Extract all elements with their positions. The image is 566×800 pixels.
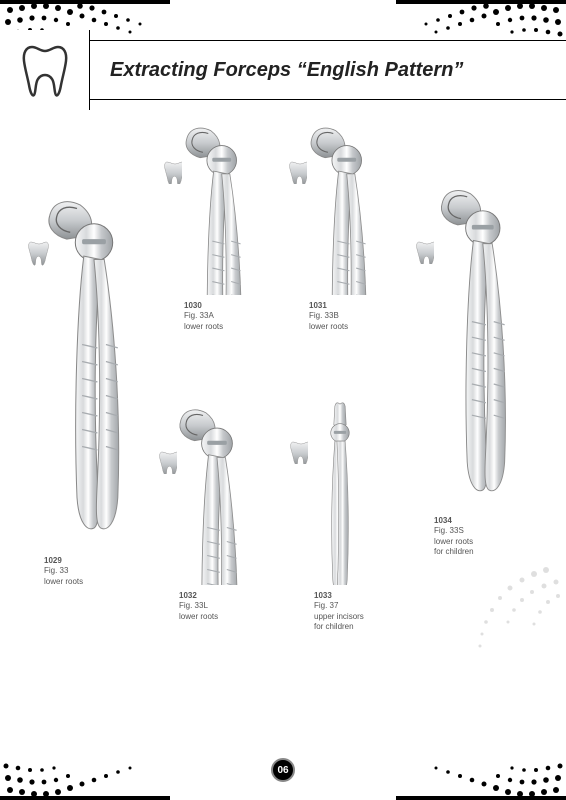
tooth-thumbnail-icon — [290, 440, 308, 464]
product-code: 1030 — [184, 301, 223, 311]
product-code: 1033 — [314, 591, 364, 601]
product-item: 1029 Fig. 33 lower roots — [30, 190, 140, 587]
product-label: 1034 Fig. 33S lower roots for children — [420, 516, 474, 558]
product-label: 1029 Fig. 33 lower roots — [30, 556, 83, 587]
corner-pattern — [396, 730, 566, 800]
product-code: 1029 — [44, 556, 83, 566]
product-fig: Fig. 33B — [309, 311, 348, 321]
forceps-image — [43, 190, 128, 550]
tooth-thumbnail-icon — [28, 240, 50, 268]
product-fig: Fig. 33 — [44, 566, 83, 576]
product-item: 1030 Fig. 33A lower roots — [170, 120, 260, 332]
product-code: 1032 — [179, 591, 218, 601]
catalog-page: Extracting Forceps “English Pattern” — [0, 0, 566, 800]
product-item: 1034 Fig. 33S lower roots for children — [420, 180, 530, 558]
tooth-icon — [0, 30, 90, 110]
tooth-thumbnail-icon — [416, 240, 434, 264]
forceps-image — [306, 120, 374, 295]
product-item: 1032 Fig. 33L lower roots — [165, 400, 255, 622]
product-label: 1032 Fig. 33L lower roots — [165, 591, 218, 622]
page-number: 06 — [271, 758, 295, 782]
tooth-thumbnail-icon — [159, 450, 177, 474]
product-label: 1030 Fig. 33A lower roots — [170, 301, 223, 332]
tooth-thumbnail-icon — [164, 160, 182, 184]
product-desc: lower roots — [44, 577, 83, 587]
product-item: 1031 Fig. 33B lower roots — [295, 120, 385, 332]
product-desc: lower roots — [309, 322, 348, 332]
product-code: 1034 — [434, 516, 474, 526]
product-label: 1031 Fig. 33B lower roots — [295, 301, 348, 332]
product-desc: lower roots — [179, 612, 218, 622]
product-label: 1033 Fig. 37 upper incisors for children — [300, 591, 364, 633]
forceps-image — [436, 180, 514, 510]
forceps-image — [175, 400, 245, 585]
page-header: Extracting Forceps “English Pattern” — [0, 40, 566, 100]
product-fig: Fig. 33A — [184, 311, 223, 321]
product-grid: 1029 Fig. 33 lower roots 1030 Fig. 33A l… — [30, 130, 536, 730]
product-fig: Fig. 33L — [179, 601, 218, 611]
product-code: 1031 — [309, 301, 348, 311]
product-fig: Fig. 37 — [314, 601, 364, 611]
product-desc: lower roots — [184, 322, 223, 332]
product-item: 1033 Fig. 37 upper incisors for children — [300, 400, 380, 633]
product-desc: upper incisors for children — [314, 612, 364, 633]
page-title: Extracting Forceps “English Pattern” — [90, 59, 463, 82]
tooth-thumbnail-icon — [289, 160, 307, 184]
corner-pattern — [0, 730, 170, 800]
product-desc: lower roots for children — [434, 537, 474, 558]
forceps-image — [181, 120, 249, 295]
forceps-image — [315, 400, 365, 585]
product-fig: Fig. 33S — [434, 526, 474, 536]
